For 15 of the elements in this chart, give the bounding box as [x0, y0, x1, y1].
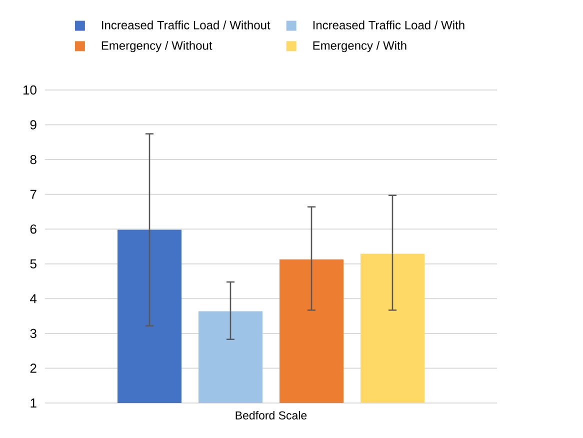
legend-label: Emergency / Without [102, 40, 212, 52]
x-tick-label: Bedford Scale [236, 411, 307, 420]
y-tick-label: 5 [30, 259, 36, 268]
y-tick-label: 2 [30, 364, 36, 373]
y-tick-label: 10 [23, 85, 36, 95]
y-tick-label: 7 [30, 190, 36, 199]
y-tick-label: 9 [30, 120, 36, 130]
legend-label: Emergency / With [313, 40, 406, 52]
y-tick-label: 3 [30, 328, 36, 338]
legend-label: Increased Traffic Load / With [313, 20, 464, 30]
y-tick-label: 4 [30, 294, 37, 304]
legend-label: Increased Traffic Load / Without [102, 20, 270, 30]
y-tick-label: 1 [30, 398, 36, 408]
y-tick-label: 8 [30, 154, 36, 164]
y-tick-label: 6 [30, 224, 36, 234]
